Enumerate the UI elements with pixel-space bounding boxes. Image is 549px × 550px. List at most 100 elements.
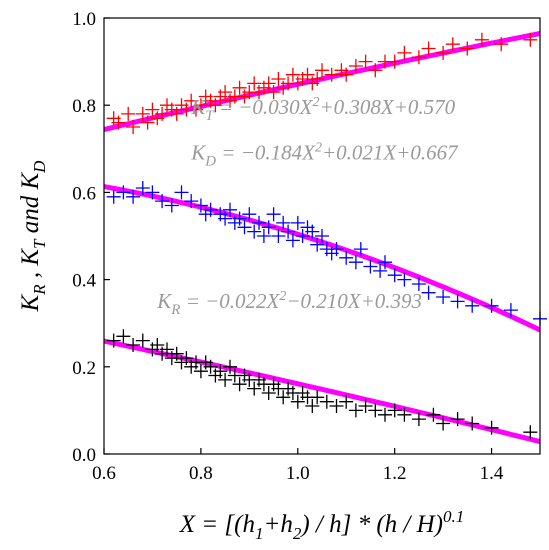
point-kr <box>169 346 184 361</box>
point-kr <box>305 399 320 413</box>
point-kr <box>203 359 218 374</box>
point-kd <box>256 229 271 243</box>
point-kt <box>271 72 286 86</box>
point-kd <box>164 198 179 213</box>
point-kt <box>445 37 460 52</box>
point-kd <box>484 298 499 313</box>
point-kt <box>397 45 412 60</box>
point-kd <box>261 220 276 235</box>
point-kt <box>421 41 436 56</box>
y-tick-label: 0.0 <box>72 445 96 466</box>
point-kd <box>145 185 160 200</box>
point-kr <box>126 338 141 352</box>
point-kd <box>465 298 480 313</box>
series-kt <box>106 32 538 134</box>
point-kd <box>373 263 388 278</box>
point-kd <box>348 255 363 270</box>
point-kt <box>310 72 325 86</box>
point-kt <box>339 67 354 82</box>
data-points <box>106 32 547 440</box>
point-kr <box>232 377 247 392</box>
eq-kr: KR = −0.022X2−0.210X+0.393 <box>156 289 422 318</box>
point-kt <box>436 45 451 60</box>
point-kt <box>324 67 339 82</box>
point-kd <box>339 250 354 265</box>
point-kt <box>315 63 329 78</box>
point-kt <box>348 59 363 73</box>
point-kd <box>363 259 378 274</box>
point-kd <box>353 242 368 257</box>
point-kr <box>523 425 538 440</box>
point-kt <box>368 63 383 78</box>
point-kr <box>218 372 233 387</box>
point-kd <box>397 272 412 287</box>
point-kd <box>252 215 266 230</box>
point-kd <box>237 220 252 235</box>
point-kd <box>203 202 218 217</box>
y-tick-label: 0.4 <box>72 271 96 292</box>
point-kd <box>242 207 257 222</box>
point-kr <box>310 390 325 405</box>
point-kr <box>411 412 426 427</box>
point-kd <box>285 233 300 248</box>
point-kt <box>494 37 509 52</box>
point-kr <box>179 351 194 366</box>
point-kt <box>111 115 126 130</box>
point-kd <box>223 202 237 217</box>
point-kd <box>266 207 281 222</box>
point-kd <box>315 229 329 243</box>
point-kr <box>465 416 480 431</box>
point-kr <box>450 412 465 427</box>
point-kd <box>193 198 208 213</box>
point-kr <box>319 394 334 409</box>
point-kr <box>160 342 174 357</box>
point-kd <box>450 294 465 309</box>
point-kd <box>247 224 262 239</box>
y-axis-label: KR , KT and KD <box>17 160 49 313</box>
point-kd <box>232 211 247 226</box>
point-kt <box>411 50 426 65</box>
point-kr <box>378 407 392 422</box>
point-kd <box>421 285 436 300</box>
axes <box>103 17 541 455</box>
point-kd <box>503 303 518 318</box>
point-kd <box>276 215 291 230</box>
point-kd <box>126 189 141 204</box>
y-tick-label: 0.8 <box>72 96 96 117</box>
point-kt <box>126 120 141 134</box>
fit-line-kr <box>104 338 540 444</box>
point-kd <box>329 242 344 257</box>
fit-equations: KT = −0.030X2+0.308X+0.570 KD = −0.184X2+… <box>156 95 459 318</box>
x-tick-label: 0.8 <box>189 463 213 484</box>
point-kt <box>145 102 160 117</box>
point-kt <box>247 76 262 91</box>
point-kr <box>276 390 291 405</box>
eq-kt: KT = −0.030X2+0.308X+0.570 <box>190 95 455 124</box>
point-kr <box>426 407 441 422</box>
point-kt <box>266 85 281 100</box>
point-kr <box>329 399 344 413</box>
point-kt <box>184 93 199 108</box>
point-kr <box>348 403 363 418</box>
point-kd <box>155 194 170 209</box>
x-tick-label: 1.0 <box>286 463 310 484</box>
point-kt <box>135 106 150 121</box>
point-kd <box>290 215 305 230</box>
point-kt <box>261 76 276 91</box>
point-kt <box>193 98 208 113</box>
point-kt <box>285 67 300 82</box>
point-kr <box>223 359 237 374</box>
axis-labels: X = [(h1+h2) / h] * (h / H)0.1 KR , KT an… <box>17 160 464 543</box>
x-axis-label: X = [(h1+h2) / h] * (h / H)0.1 <box>179 507 464 543</box>
point-kt <box>232 80 247 95</box>
point-kt <box>208 98 223 113</box>
point-kr <box>368 403 383 418</box>
point-kr <box>358 399 373 413</box>
point-kt <box>474 32 489 47</box>
point-kr <box>290 394 305 409</box>
point-kr <box>106 333 121 348</box>
x-tick-label: 1.2 <box>383 463 407 484</box>
point-kt <box>460 41 475 56</box>
point-kd <box>281 224 296 239</box>
point-kr <box>150 338 165 352</box>
